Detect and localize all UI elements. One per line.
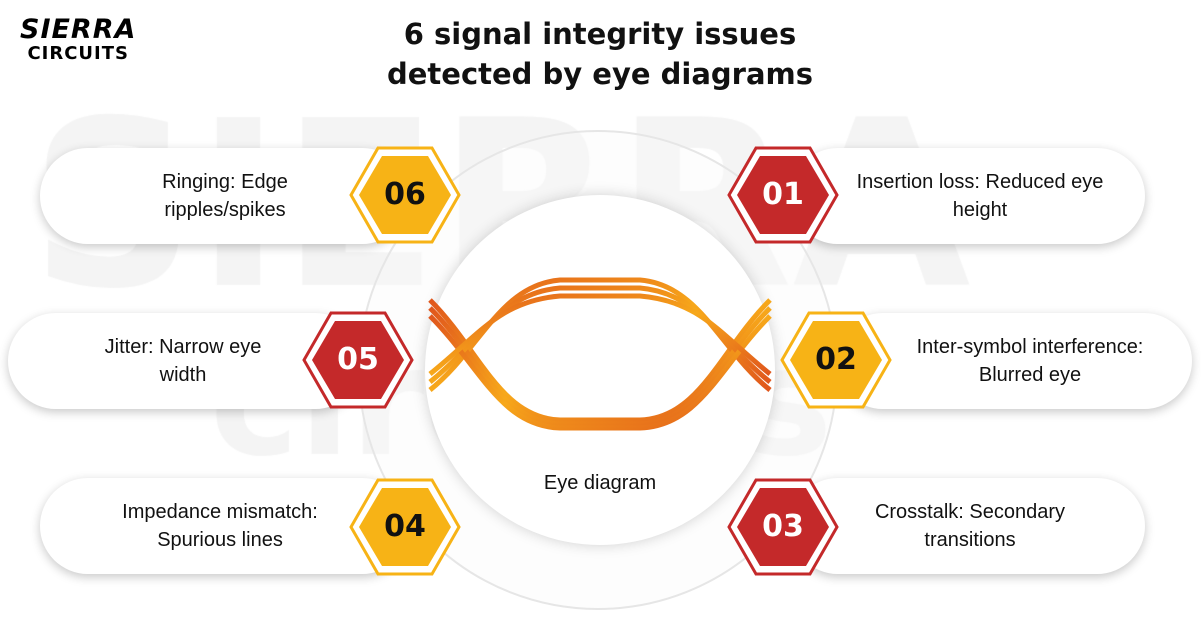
- hexagon-icon: [727, 146, 839, 244]
- eye-trace: [428, 314, 772, 431]
- issue-text: Jitter: Narrow eye width: [104, 336, 262, 386]
- hexagon-badge-04: 04: [349, 478, 461, 576]
- issue-text: Inter-symbol interference: Blurred eye: [916, 336, 1144, 386]
- issue-number: 05: [337, 342, 379, 377]
- issue-text: Crosstalk: Secondary transitions: [874, 501, 1066, 551]
- eye-trace: [428, 306, 772, 427]
- issue-text: Impedance mismatch: Spurious lines: [122, 501, 318, 551]
- eye-trace: [428, 293, 772, 376]
- hexagon-badge-01: 01: [727, 146, 839, 244]
- issue-card-01: Insertion loss: Reduced eye height: [790, 148, 1145, 244]
- issue-card-06: Ringing: Edge ripples/spikes: [40, 148, 410, 244]
- issue-number: 01: [762, 177, 804, 212]
- hexagon-badge-06: 06: [349, 146, 461, 244]
- hexagon-badge-03: 03: [727, 478, 839, 576]
- issue-card-04: Impedance mismatch: Spurious lines: [40, 478, 410, 574]
- hexagon-icon: [780, 311, 892, 409]
- issue-number: 03: [762, 509, 804, 544]
- logo-line-1: SIERRA: [20, 14, 137, 45]
- issue-text: Ringing: Edge ripples/spikes: [162, 171, 288, 221]
- hexagon-badge-02: 02: [780, 311, 892, 409]
- hexagon-icon: [349, 146, 461, 244]
- eye-trace: [428, 277, 772, 392]
- hexagon-icon: [727, 478, 839, 576]
- issue-card-03: Crosstalk: Secondary transitions: [790, 478, 1145, 574]
- title-line-1: 6 signal integrity issues: [403, 17, 797, 51]
- hexagon-icon: [349, 478, 461, 576]
- logo-line-2: CIRCUITS: [27, 43, 129, 64]
- issue-number: 04: [384, 509, 426, 544]
- hexagon-icon: [302, 311, 414, 409]
- eye-trace: [428, 298, 772, 423]
- issue-number: 06: [384, 177, 426, 212]
- eye-trace: [428, 285, 772, 384]
- hexagon-badge-05: 05: [302, 311, 414, 409]
- page-title: 6 signal integrity issues detected by ey…: [300, 14, 900, 94]
- issue-text: Insertion loss: Reduced eye height: [856, 171, 1104, 221]
- title-line-2: detected by eye diagrams: [386, 57, 813, 91]
- eye-diagram-label: Eye diagram: [543, 472, 657, 494]
- issue-card-02: Inter-symbol interference: Blurred eye: [835, 313, 1192, 409]
- issue-number: 02: [815, 342, 857, 377]
- eye-diagram-graphic: [428, 257, 772, 444]
- sierra-circuits-logo: SIERRA CIRCUITS: [20, 16, 136, 64]
